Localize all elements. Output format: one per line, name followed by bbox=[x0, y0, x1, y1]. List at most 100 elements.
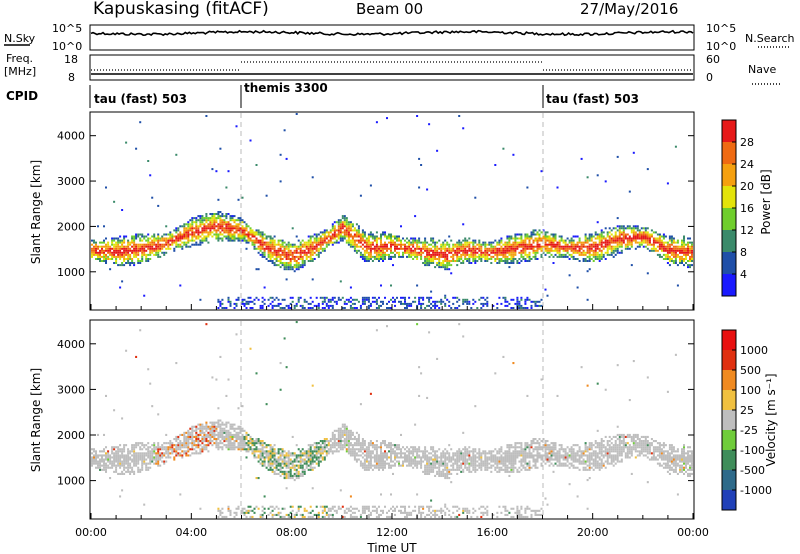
power-cell bbox=[281, 243, 284, 246]
power-cell bbox=[681, 239, 684, 242]
power-cell bbox=[614, 231, 617, 234]
power-cell bbox=[367, 300, 370, 303]
power-cell bbox=[616, 251, 619, 254]
power-cell bbox=[384, 231, 387, 234]
velocity-cell bbox=[337, 435, 340, 438]
velocity-cell bbox=[299, 466, 302, 469]
power-cell bbox=[462, 251, 465, 254]
power-cell bbox=[281, 307, 284, 309]
power-cell bbox=[375, 235, 378, 238]
velocity-cell bbox=[333, 435, 336, 438]
power-cell bbox=[287, 268, 290, 271]
power-cell bbox=[434, 245, 437, 248]
power-cell bbox=[307, 249, 310, 252]
velocity-cell bbox=[289, 454, 292, 457]
power-cell bbox=[135, 233, 138, 236]
velocity-cell bbox=[199, 431, 202, 434]
power-cell bbox=[566, 243, 569, 246]
velocity-cell bbox=[121, 470, 124, 473]
velocity-cell bbox=[249, 347, 252, 350]
power-cell bbox=[582, 260, 585, 262]
power-cell bbox=[530, 231, 533, 234]
power-cell bbox=[418, 253, 421, 256]
power-cell bbox=[392, 241, 395, 244]
velocity-cell bbox=[123, 464, 126, 467]
power-cell bbox=[327, 243, 330, 246]
power-cell bbox=[508, 241, 511, 244]
power-cell bbox=[422, 262, 425, 264]
power-cell bbox=[666, 251, 669, 254]
colorbar-tick-label: 20 bbox=[740, 180, 754, 193]
power-cell bbox=[343, 302, 346, 305]
power-cell bbox=[380, 233, 383, 236]
velocity-cell bbox=[275, 513, 278, 516]
power-cell bbox=[432, 237, 435, 240]
velocity-cell bbox=[375, 454, 378, 457]
velocity-cell bbox=[275, 460, 278, 463]
velocity-cell bbox=[283, 460, 286, 463]
power-cell bbox=[183, 243, 186, 246]
power-cell bbox=[323, 300, 326, 303]
power-cell bbox=[532, 247, 535, 250]
power-cell bbox=[197, 227, 200, 230]
power-cell bbox=[321, 237, 324, 240]
power-cell bbox=[193, 235, 196, 238]
velocity-cell bbox=[261, 452, 264, 455]
power-cell bbox=[578, 247, 581, 250]
velocity-cell bbox=[175, 444, 178, 447]
velocity-cell bbox=[149, 450, 152, 453]
power-cell bbox=[662, 237, 665, 240]
velocity-cell bbox=[111, 452, 114, 455]
power-cell bbox=[275, 260, 278, 262]
power-cell bbox=[638, 243, 641, 246]
power-cell bbox=[494, 251, 497, 254]
velocity-cell bbox=[287, 466, 290, 469]
velocity-cell bbox=[145, 464, 148, 467]
power-cell bbox=[544, 253, 547, 256]
power-cell bbox=[578, 260, 581, 262]
power-cell bbox=[689, 264, 692, 267]
power-cell bbox=[584, 233, 587, 236]
power-cell bbox=[311, 176, 314, 179]
power-cell bbox=[588, 260, 591, 262]
power-cell bbox=[303, 307, 306, 309]
velocity-cell bbox=[127, 448, 130, 451]
velocity-cell bbox=[231, 442, 234, 445]
power-cell bbox=[689, 237, 692, 240]
power-cell bbox=[295, 260, 298, 262]
velocity-cell bbox=[201, 423, 204, 426]
power-cell bbox=[283, 262, 286, 264]
power-cell bbox=[177, 237, 180, 240]
power-cell bbox=[438, 307, 441, 309]
power-cell bbox=[400, 243, 403, 246]
power-cell bbox=[203, 223, 206, 226]
power-cell bbox=[466, 249, 469, 252]
power-cell bbox=[309, 249, 312, 252]
velocity-cell bbox=[357, 454, 360, 457]
power-cell bbox=[175, 231, 178, 234]
velocity-cell bbox=[357, 440, 360, 443]
velocity-cell bbox=[209, 431, 212, 434]
velocity-cell bbox=[221, 446, 224, 449]
power-cell bbox=[468, 241, 471, 244]
power-cell bbox=[644, 231, 647, 234]
power-cell bbox=[606, 247, 609, 250]
velocity-cell bbox=[215, 442, 218, 445]
power-cell bbox=[219, 217, 222, 220]
velocity-cell bbox=[217, 423, 220, 426]
power-cell bbox=[315, 239, 318, 242]
velocity-cell bbox=[281, 472, 284, 475]
velocity-cell bbox=[231, 435, 234, 438]
power-cell bbox=[137, 260, 140, 262]
velocity-cell bbox=[209, 427, 212, 430]
velocity-cell bbox=[255, 446, 258, 449]
power-cell bbox=[345, 219, 348, 222]
power-cell bbox=[207, 223, 210, 226]
power-cell bbox=[670, 235, 673, 238]
power-cell bbox=[598, 249, 601, 252]
power-cell bbox=[141, 235, 144, 238]
power-cell bbox=[542, 235, 545, 238]
power-cell bbox=[333, 221, 336, 224]
power-cell bbox=[538, 237, 541, 240]
velocity-cell bbox=[287, 477, 290, 480]
